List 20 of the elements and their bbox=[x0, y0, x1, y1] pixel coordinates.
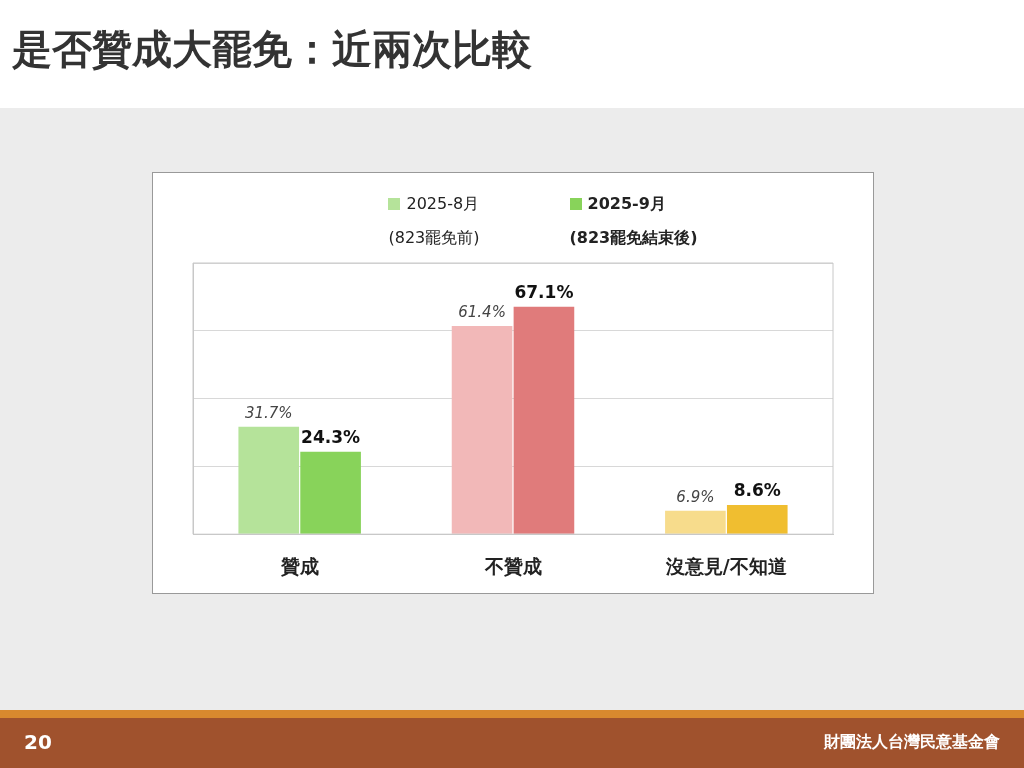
x-tick-label: 贊成 bbox=[279, 554, 319, 577]
legend-label: 2025-8月 (823罷免前) bbox=[388, 193, 480, 249]
data-label: 6.9% bbox=[676, 488, 715, 507]
text: 20 bbox=[24, 730, 52, 754]
bar bbox=[451, 326, 513, 534]
data-label: 61.4% bbox=[458, 303, 506, 322]
x-tick-label: 沒意見/不知道 bbox=[664, 554, 787, 577]
bar bbox=[300, 451, 361, 534]
x-tick-label: 不贊成 bbox=[483, 554, 542, 577]
bar bbox=[513, 306, 575, 534]
text: 財團法人台灣民意基金會 bbox=[824, 732, 1000, 753]
data-label: 31.7% bbox=[244, 404, 293, 423]
data-label: 8.6% bbox=[733, 479, 781, 500]
bar bbox=[665, 510, 726, 534]
legend-label: 2025-9月 (823罷免結束後) bbox=[569, 193, 698, 249]
bar bbox=[238, 426, 300, 534]
bar bbox=[726, 505, 788, 534]
data-label: 24.3% bbox=[301, 426, 361, 447]
data-label: 67.1% bbox=[514, 281, 574, 302]
chart-title: 是否贊成大罷免：近兩次比較 bbox=[12, 25, 532, 74]
